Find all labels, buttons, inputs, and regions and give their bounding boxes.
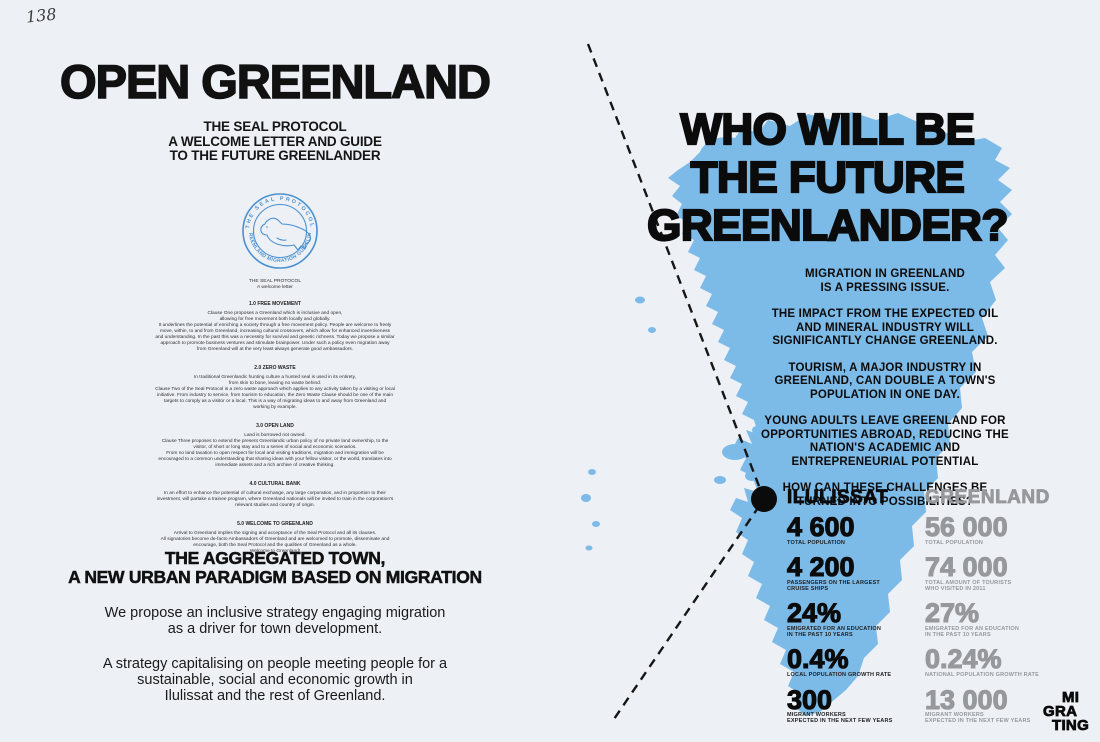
stamp-top-text: THE SEAL PROTOCOL: [245, 196, 313, 229]
stats-header-row: ILULISSAT GREENLAND: [787, 487, 1050, 509]
letter-section-heading: 3.0 OPEN LAND: [256, 423, 294, 429]
city-label: ILULISSAT: [787, 487, 889, 509]
national-stat-value: 27%: [924, 598, 980, 629]
letter-section-body: Land is borrowed not owned. Clause Three…: [158, 433, 392, 468]
stat-row: 24% EMIGRATED FOR AN EDUCATION IN THE PA…: [786, 598, 1039, 638]
letter-section: 3.0 OPEN LAND Land is borrowed not owned…: [110, 423, 440, 469]
migrating-logo-line: MI: [1062, 689, 1080, 706]
migrating-logo: MI GRA TING: [1040, 689, 1100, 734]
national-stat-value: 0.24%: [924, 644, 1002, 675]
letter-section-heading: 1.0 FREE MOVEMENT: [249, 301, 301, 307]
letter-section-body: Arrival to Greenland implies the signing…: [160, 531, 390, 554]
letter-section-heading: 4.0 CULTURAL BANK: [249, 481, 301, 487]
national-stat-caption: EMIGRATED FOR AN EDUCATION IN THE PAST 1…: [925, 625, 1020, 638]
statement: YOUNG ADULTS LEAVE GREENLAND FOR OPPORTU…: [761, 415, 1009, 468]
stat-row: 300 MIGRANT WORKERS EXPECTED IN THE NEXT…: [786, 684, 1039, 725]
local-stat-caption: MIGRANT WORKERS EXPECTED IN THE NEXT FEW…: [787, 712, 893, 725]
stat-row: 4 600 TOTAL POPULATION 56 000 TOTAL POPU…: [786, 512, 1039, 546]
national-stat-value: 13 000: [924, 684, 1008, 715]
statement: MIGRATION IN GREENLAND IS A PRESSING ISS…: [804, 268, 966, 294]
local-stat-value: 300: [786, 684, 833, 715]
letter-intro: THE SEAL PROTOCOL A welcome letter: [248, 279, 302, 290]
local-stat-value: 4 600: [786, 512, 855, 542]
seal-icon: [260, 217, 312, 251]
region-label: GREENLAND: [925, 487, 1050, 509]
stat-row: 4 200 PASSENGERS ON THE LARGEST CRUISE S…: [786, 552, 1039, 592]
statement: TOURISM, A MAJOR INDUSTRY IN GREENLAND, …: [774, 361, 996, 401]
left-page-title: OPEN GREENLAND: [59, 54, 492, 109]
migrating-logo-line: GRA: [1043, 703, 1078, 720]
aggregated-town-heading: THE AGGREGATED TOWN, A NEW URBAN PARADIG…: [68, 548, 483, 587]
local-stat-value: 4 200: [786, 552, 855, 583]
national-stat-caption: MIGRANT WORKERS EXPECTED IN THE NEXT FEW…: [925, 712, 1031, 725]
statement: THE IMPACT FROM THE EXPECTED OIL AND MIN…: [771, 308, 999, 347]
national-stat-caption: TOTAL POPULATION: [925, 539, 984, 546]
letter-section: 4.0 CULTURAL BANK In an effort to enhanc…: [110, 481, 440, 509]
left-page-subtitle: THE SEAL PROTOCOL A WELCOME LETTER AND G…: [168, 119, 382, 163]
aggregated-town-block: THE AGGREGATED TOWN, A NEW URBAN PARADIG…: [0, 548, 550, 705]
migrating-logo-line: TING: [1052, 717, 1090, 734]
seal-protocol-stamp: THE SEAL PROTOCOL GREENLAND MIGRATION GU…: [235, 186, 318, 269]
local-stat-value: 24%: [786, 598, 842, 629]
local-stat-caption: EMIGRATED FOR AN EDUCATION IN THE PAST 1…: [787, 625, 882, 638]
letter-section-heading: 5.0 WELCOME TO GREENLAND: [237, 521, 313, 527]
letter-section: 2.0 ZERO WASTE In traditional Greenlandi…: [110, 365, 440, 411]
local-stat-caption: LOCAL POPULATION GROWTH RATE: [787, 671, 892, 678]
ilulissat-location-dot: [751, 486, 777, 512]
local-stat-value: 0.4%: [786, 644, 849, 675]
aggregated-town-paragraph-2: A strategy capitalising on people meetin…: [102, 656, 448, 704]
letter-section: 5.0 WELCOME TO GREENLAND Arrival to Gree…: [110, 521, 440, 555]
letter-section: 1.0 FREE MOVEMENT Clause One proposes a …: [110, 301, 440, 353]
right-page-title: WHO WILL BE THE FUTURE GREENLANDER?: [646, 104, 1009, 250]
letter-section-body: In an effort to enhance the potential of…: [156, 491, 394, 508]
national-stat-value: 56 000: [924, 512, 1008, 542]
national-stat-value: 74 000: [924, 552, 1008, 583]
national-stat-caption: NATIONAL POPULATION GROWTH RATE: [925, 671, 1039, 678]
statement: HOW CAN THESE CHALLENGES BE TURNED INTO …: [782, 482, 988, 508]
stats-table: 4 600 TOTAL POPULATION 56 000 TOTAL POPU…: [786, 512, 1039, 734]
greenland-map-silhouette: [668, 112, 1012, 716]
migration-statements: MIGRATION IN GREENLAND IS A PRESSING ISS…: [680, 268, 1090, 522]
letter-section-body: In traditional Greenlandic hunting cultu…: [155, 375, 395, 410]
local-stat-caption: TOTAL POPULATION: [787, 539, 846, 546]
svg-text:THE SEAL PROTOCOL: THE SEAL PROTOCOL: [245, 196, 315, 229]
letter-section-heading: 2.0 ZERO WASTE: [254, 365, 296, 371]
stat-row: 0.4% LOCAL POPULATION GROWTH RATE 0.24% …: [786, 644, 1039, 678]
letter-section-body: Clause One proposes a Greenland which is…: [155, 311, 395, 352]
seal-protocol-letter: THE SEAL PROTOCOL A welcome letter 1.0 F…: [110, 279, 440, 567]
local-stat-caption: PASSENGERS ON THE LARGEST CRUISE SHIPS: [787, 579, 880, 592]
aggregated-town-paragraph-1: We propose an inclusive strategy engagin…: [104, 605, 446, 637]
page-number: 138: [25, 4, 58, 27]
national-stat-caption: TOTAL AMOUNT OF TOURISTS WHO VISITED IN …: [925, 579, 1012, 592]
